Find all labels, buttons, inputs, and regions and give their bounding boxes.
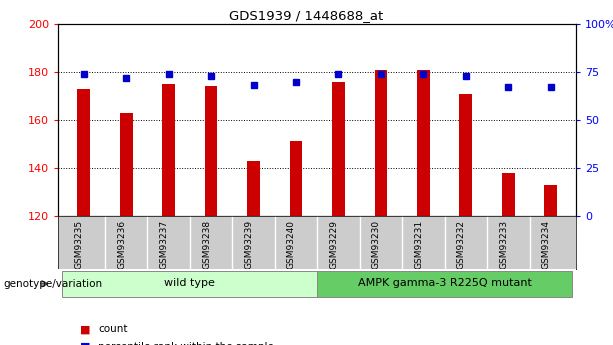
Text: GSM93232: GSM93232 xyxy=(457,220,466,269)
Bar xyxy=(205,86,218,216)
Bar xyxy=(332,81,345,216)
Bar xyxy=(247,160,260,216)
Bar xyxy=(318,270,572,297)
Text: AMPK gamma-3 R225Q mutant: AMPK gamma-3 R225Q mutant xyxy=(357,278,531,288)
Text: GSM93229: GSM93229 xyxy=(329,220,338,269)
Text: GSM93236: GSM93236 xyxy=(117,220,126,269)
Bar xyxy=(162,84,175,216)
Text: GSM93234: GSM93234 xyxy=(542,220,550,269)
Bar xyxy=(77,89,90,216)
Text: wild type: wild type xyxy=(164,278,215,288)
Bar xyxy=(460,93,472,216)
Text: count: count xyxy=(98,325,128,334)
Bar xyxy=(63,270,318,297)
Text: percentile rank within the sample: percentile rank within the sample xyxy=(98,342,274,345)
Bar xyxy=(544,185,557,216)
Text: GSM93231: GSM93231 xyxy=(414,220,424,269)
Bar xyxy=(120,113,132,216)
Text: GSM93233: GSM93233 xyxy=(499,220,508,269)
Text: GSM93240: GSM93240 xyxy=(287,220,296,269)
Bar xyxy=(375,70,387,216)
Bar xyxy=(502,172,515,216)
Text: GSM93235: GSM93235 xyxy=(75,220,84,269)
Text: genotype/variation: genotype/variation xyxy=(3,279,102,289)
Text: GSM93239: GSM93239 xyxy=(245,220,254,269)
Text: GSM93230: GSM93230 xyxy=(372,220,381,269)
Text: ■: ■ xyxy=(80,342,90,345)
Bar xyxy=(417,70,430,216)
Bar xyxy=(289,141,302,216)
Text: GSM93237: GSM93237 xyxy=(159,220,169,269)
Text: ■: ■ xyxy=(80,325,90,334)
Text: GSM93238: GSM93238 xyxy=(202,220,211,269)
Text: GDS1939 / 1448688_at: GDS1939 / 1448688_at xyxy=(229,9,384,22)
